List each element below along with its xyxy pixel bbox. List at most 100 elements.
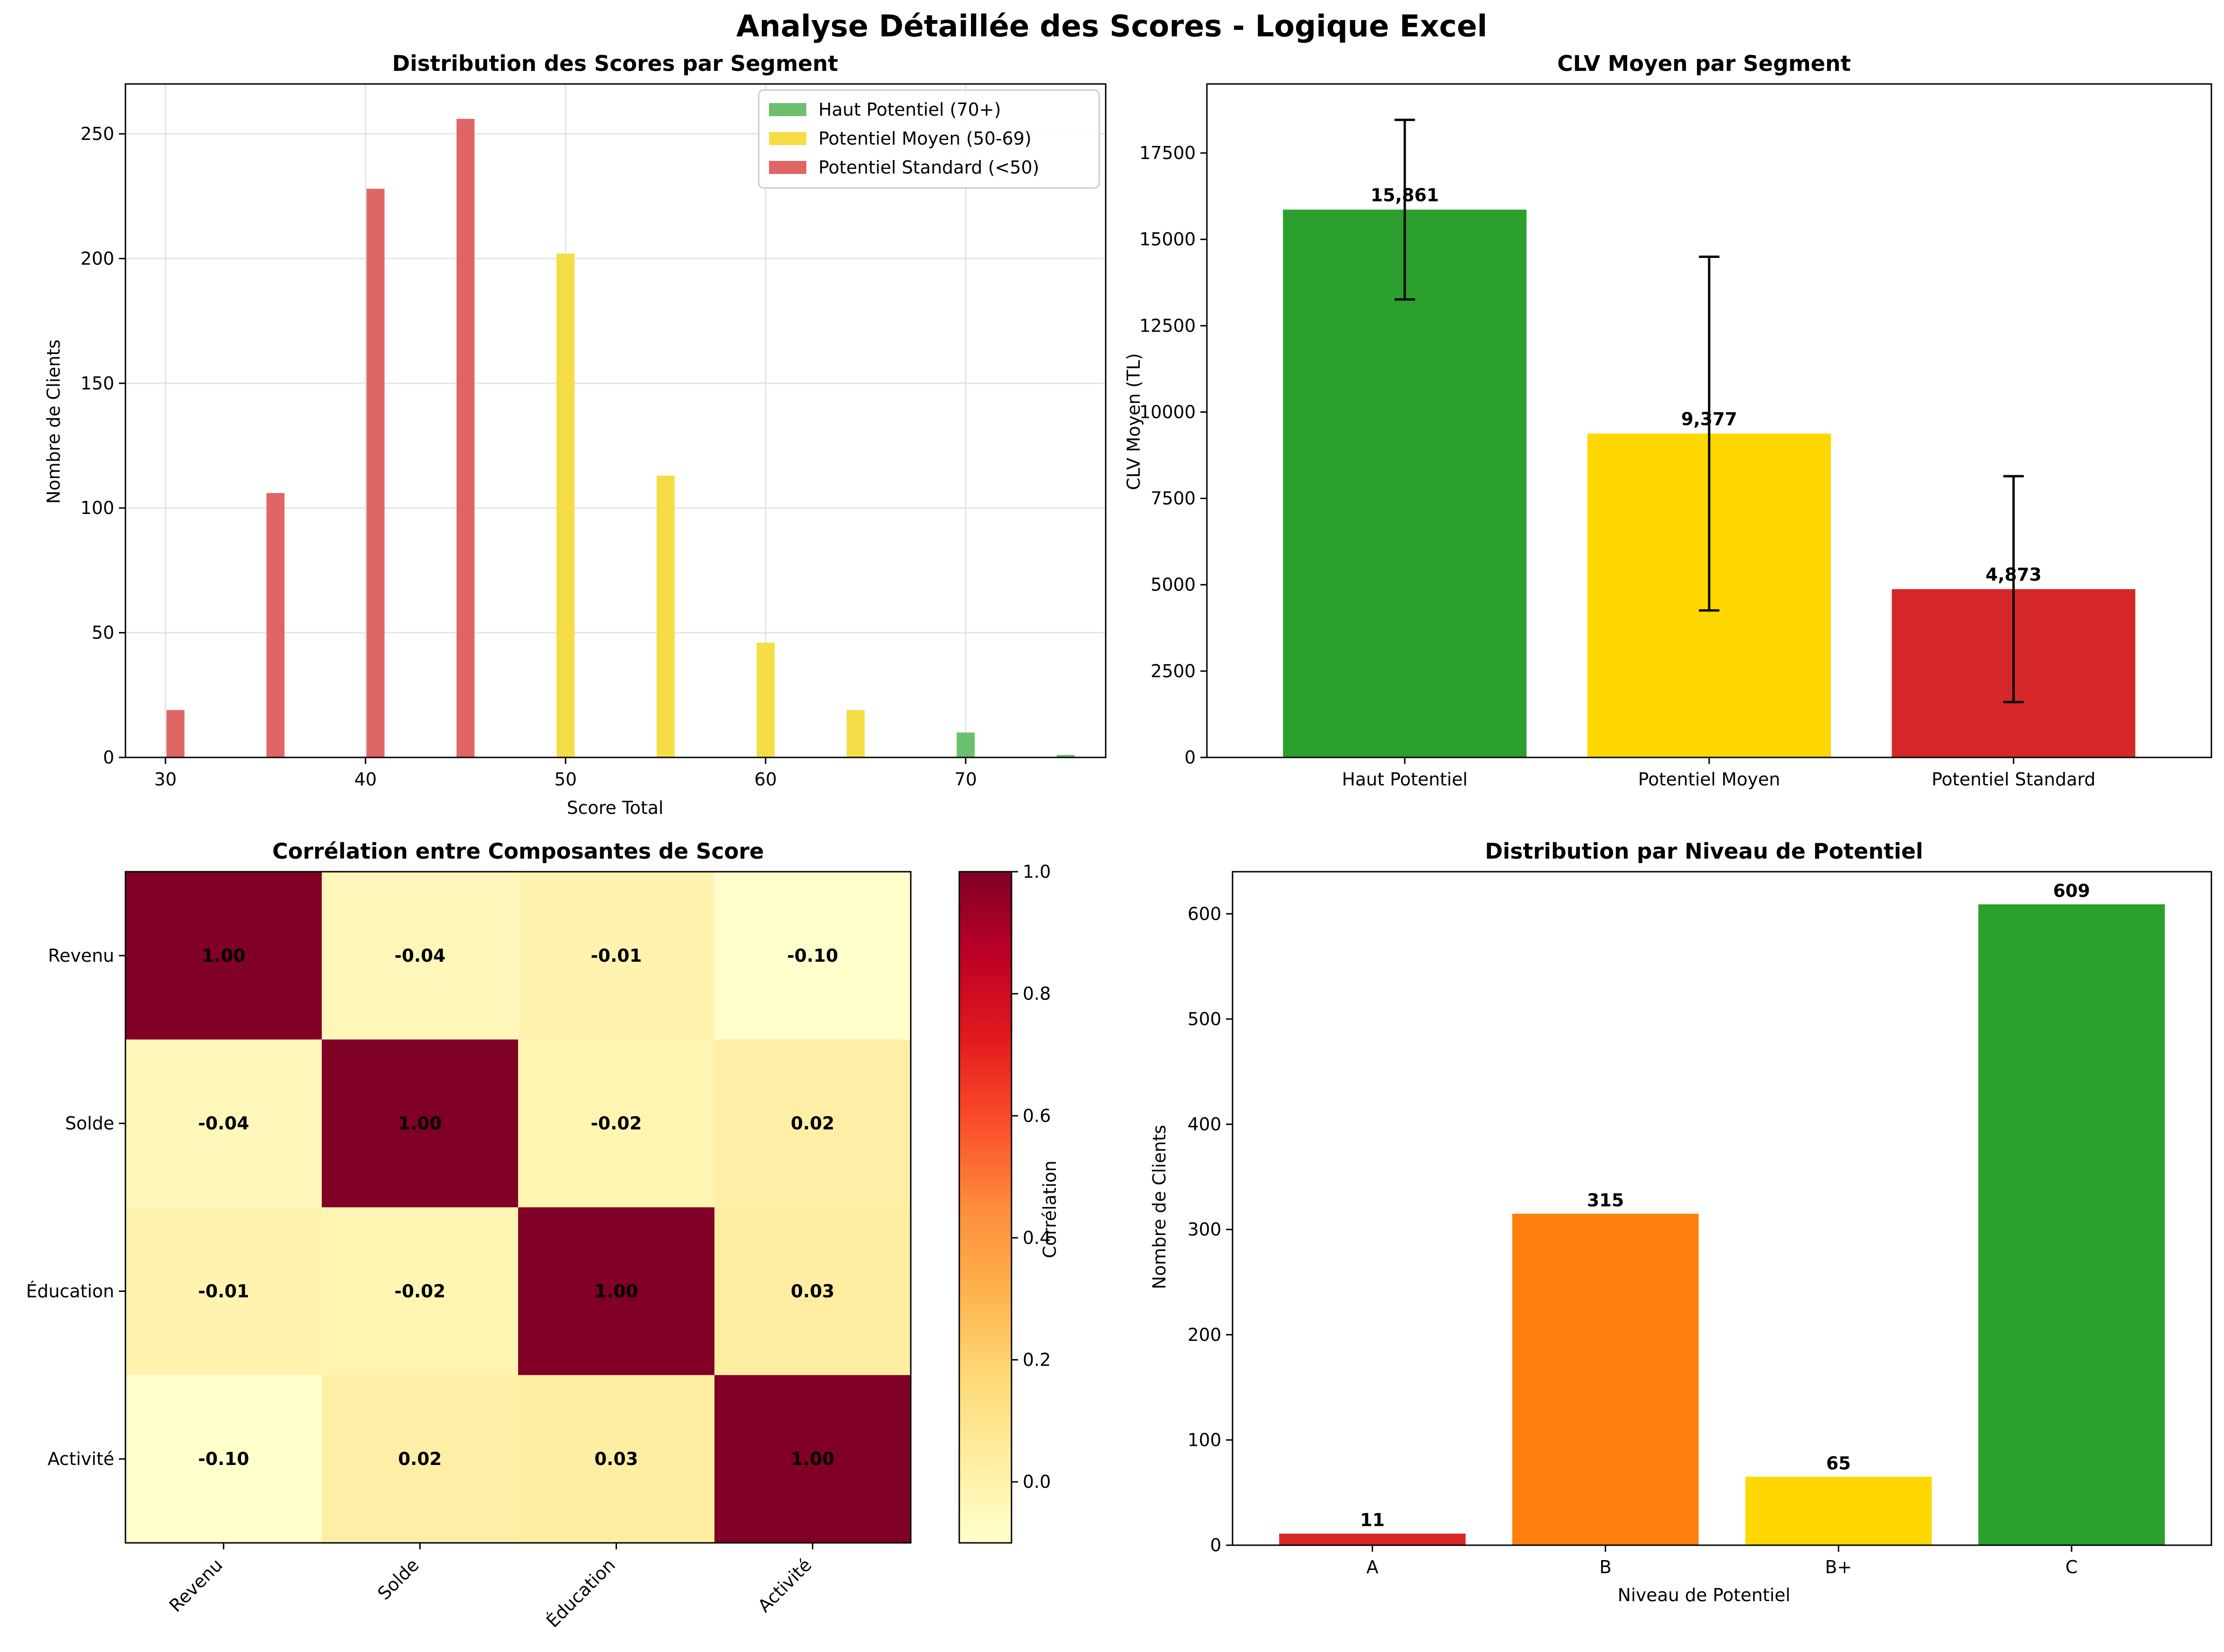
colorbar [958,871,1012,1544]
histogram-bar [1056,755,1075,757]
potential-level-chart: Distribution par Niveau de Potentiel Niv… [1149,839,2212,1605]
y-tick-label: 0 [1185,747,1196,768]
x-tick-label: 30 [154,769,177,790]
y-tick-label: 100 [1187,1430,1221,1450]
legend-label: Potentiel Moyen (50-69) [818,128,1032,149]
x-tick-label: Potentiel Standard [1932,769,2096,790]
y-tick-label: 150 [80,373,114,394]
p3-title: Corrélation entre Composantes de Score [272,839,764,864]
x-tick-label: A [1366,1557,1379,1577]
x-tick-label: Potentiel Moyen [1638,769,1781,790]
y-tick-label: Revenu [48,945,114,966]
clv-value-label: 4,873 [1986,564,2042,585]
p4-title: Distribution par Niveau de Potentiel [1485,839,1923,864]
score-distribution-chart: Distribution des Scores par Segment Scor… [43,51,1107,818]
x-tick-label: B [1600,1557,1612,1577]
colorbar-tick-label: 1.0 [1023,861,1051,882]
y-tick-label: Solde [65,1113,114,1134]
level-bar [1279,1534,1466,1545]
heatmap-cell [322,872,519,1040]
heatmap-cell [714,872,911,1040]
x-tick-label: 70 [955,769,977,790]
x-tick-label: 50 [554,769,577,790]
histogram-bar [556,253,575,757]
y-tick-label: 0 [103,747,114,768]
y-tick-label: 250 [80,124,114,144]
y-tick-label: 100 [80,498,114,518]
y-tick-label: Éducation [26,1281,114,1301]
y-tick-label: 17500 [1139,143,1196,163]
legend-swatch [769,103,806,116]
heatmap-cell-label: 0.03 [595,1449,638,1469]
y-tick-label: 7500 [1150,488,1196,509]
p4-xlabel: Niveau de Potentiel [1618,1585,1790,1605]
colorbar-tick-label: 0.8 [1023,984,1051,1004]
clv-bar [1283,209,1527,757]
y-tick-label: 2500 [1150,661,1196,681]
y-tick-label: 50 [92,623,114,643]
clv-value-label: 9,377 [1681,409,1737,430]
legend-label: Haut Potentiel (70+) [818,99,1001,120]
level-value-label: 315 [1587,1190,1624,1210]
heatmap-cell [518,1039,715,1208]
heatmap-cell-label: -0.02 [591,1113,642,1134]
heatmap-cell-label: -0.01 [198,1281,249,1301]
histogram-bar [266,493,285,757]
y-tick-label: 0 [1210,1535,1221,1555]
heatmap-cell [322,1207,519,1375]
heatmap-cell [322,1375,519,1543]
legend-swatch [769,161,806,174]
heatmap-cell-label: -0.10 [787,945,838,966]
level-bar [1745,1477,1932,1545]
clv-chart: CLV Moyen par Segment CLV Moyen (TL) 15,… [1123,51,2212,790]
histogram-bar [366,188,385,758]
axes-frame [1206,83,2212,758]
heatmap-cell [518,1375,715,1543]
level-value-label: 609 [2053,881,2090,901]
y-tick-label: Activité [48,1449,114,1469]
level-bar [1512,1214,1699,1545]
heatmap-cell-label: 1.00 [791,1449,835,1469]
histogram-bar [456,118,475,758]
heatmap-cell-label: 1.00 [398,1113,442,1134]
histogram-bar [846,710,865,757]
x-tick-label: C [2065,1557,2078,1577]
heatmap-cell-label: 0.03 [791,1281,835,1301]
colorbar-tick-label: 0.2 [1023,1350,1051,1370]
p2-title: CLV Moyen par Segment [1557,51,1850,76]
histogram-bar [756,642,775,757]
heatmap-cell-label: -0.02 [395,1281,446,1301]
axes-frame [125,83,1107,758]
y-tick-label: 5000 [1150,575,1196,595]
y-tick-label: 200 [1187,1325,1221,1345]
heatmap-cell-label: 1.00 [202,945,246,966]
heatmap-cell-label: -0.04 [395,945,446,966]
heatmap-cell [322,1039,519,1208]
axes-frame [125,871,912,1544]
correlation-heatmap: Corrélation entre Composantes de Score C… [26,839,1060,1631]
heatmap-cell-label: 0.02 [791,1113,835,1134]
histogram-bar [956,732,975,757]
legend-swatch [769,132,806,145]
x-tick-label: 60 [755,769,777,790]
x-tick-label: Haut Potentiel [1342,769,1468,790]
y-tick-label: 400 [1187,1114,1221,1135]
y-tick-label: 300 [1187,1219,1221,1240]
p1-ylabel: Nombre de Clients [43,340,64,504]
heatmap-cell [125,1039,322,1208]
axes-frame [1232,871,2212,1546]
legend-box [758,89,1100,189]
colorbar-label: Corrélation [1039,1160,1060,1258]
heatmap-cell-label: 1.00 [595,1281,638,1301]
heatmap-cell [125,1207,322,1375]
level-value-label: 65 [1826,1453,1851,1473]
y-tick-label: 500 [1187,1009,1221,1029]
p4-ylabel: Nombre de Clients [1149,1125,1170,1289]
clv-value-label: 15,861 [1371,185,1439,205]
level-bar [1978,904,2165,1545]
y-tick-label: 15000 [1139,229,1196,250]
y-tick-label: 200 [80,248,114,269]
heatmap-cell [714,1375,911,1543]
heatmap-cell [714,1039,911,1208]
